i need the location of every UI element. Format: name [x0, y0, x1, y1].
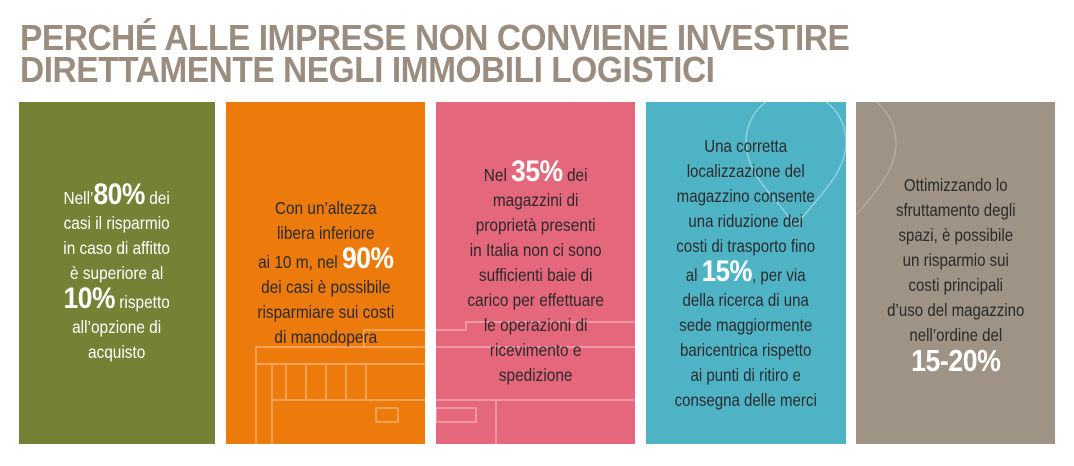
text: ai 10 m, nel: [257, 252, 342, 272]
page-title-line-1: PERCHÉ ALLE IMPRESE NON CONVIENE INVESTI…: [20, 17, 850, 58]
text: una riduzione dei: [688, 210, 804, 231]
text: localizzazione del: [687, 160, 805, 181]
text: Nell’: [63, 187, 94, 208]
stat-15-20-percent: 15-20%: [910, 343, 1001, 378]
text: in Italia non ci sono: [469, 239, 602, 260]
text: all’opzione di: [72, 316, 162, 337]
text: Una corretta: [704, 135, 788, 156]
text: le operazioni di: [483, 314, 588, 335]
text: acquisto: [88, 341, 146, 362]
text: Ottimizzando lo: [903, 175, 1008, 195]
text: sfruttamento degli: [895, 200, 1016, 220]
text: costi principali: [908, 275, 1003, 295]
text: Con un’altezza: [274, 198, 377, 218]
text: dei: [562, 164, 588, 185]
text: al: [686, 264, 703, 285]
text: ai punti di ritiro e: [690, 364, 802, 385]
text: , per via: [752, 264, 806, 285]
panel-altezza-text: Con un’altezza libera inferiore ai 10 m,…: [257, 196, 394, 350]
text: ricevimento e: [489, 339, 582, 360]
text: magazzini di: [492, 189, 579, 210]
text: dei casi è possibile: [260, 277, 391, 297]
panel-affitto: Nell’80% dei casi il risparmio in caso d…: [19, 102, 215, 444]
text: risparmiare sui costi: [257, 302, 394, 322]
text: sede maggiormente: [679, 314, 813, 335]
text: un risparmio sui: [902, 250, 1009, 270]
text: spedizione: [498, 364, 573, 385]
page-title-line-2: DIRETTAMENTE NEGLI IMMOBILI LOGISTICI: [20, 49, 715, 90]
text: spazi, è possibile: [898, 225, 1013, 245]
text: costi di trasporto fino: [676, 235, 816, 256]
panel-baie: Nel 35% dei magazzini di proprietà prese…: [436, 102, 635, 444]
text: d’uso del magazzino: [886, 300, 1025, 320]
text: nell’ordine del: [909, 325, 1002, 345]
text: è superiore al: [70, 262, 164, 283]
text: dei: [145, 187, 171, 208]
text: sufficienti baie di: [478, 264, 593, 285]
panel-spazi-text: Ottimizzando lo sfruttamento degli spazi…: [886, 173, 1025, 378]
stat-80-percent: 80%: [93, 177, 146, 211]
text: di manodopera: [274, 327, 377, 347]
stat-15-percent: 15%: [702, 254, 753, 288]
text: libera inferiore: [276, 223, 375, 243]
text: magazzino consente: [676, 185, 816, 206]
text: in caso di affitto: [63, 237, 171, 258]
stat-10-percent: 10%: [63, 281, 116, 315]
text: della ricerca di una: [682, 289, 810, 310]
panel-spazi: Ottimizzando lo sfruttamento degli spazi…: [856, 102, 1055, 444]
text: consegna delle merci: [674, 389, 818, 410]
panel-altezza: Con un’altezza libera inferiore ai 10 m,…: [226, 102, 425, 444]
text: proprietà presenti: [475, 214, 596, 235]
text: Nel: [483, 164, 512, 185]
panel-localizzazione-text: Una corretta localizzazione del magazzin…: [675, 134, 817, 413]
stat-35-percent: 35%: [511, 154, 563, 188]
stat-90-percent: 90%: [341, 242, 394, 275]
text: baricentrica rispetto: [680, 339, 812, 360]
panel-affitto-text: Nell’80% dei casi il risparmio in caso d…: [63, 179, 171, 365]
text: rispetto: [115, 291, 171, 312]
text: casi il risparmio: [63, 212, 171, 233]
panel-baie-text: Nel 35% dei magazzini di proprietà prese…: [467, 156, 604, 388]
panel-localizzazione: Una corretta localizzazione del magazzin…: [646, 102, 846, 444]
text: carico per effettuare: [467, 289, 604, 310]
page-title: PERCHÉ ALLE IMPRESE NON CONVIENE INVESTI…: [20, 17, 987, 90]
